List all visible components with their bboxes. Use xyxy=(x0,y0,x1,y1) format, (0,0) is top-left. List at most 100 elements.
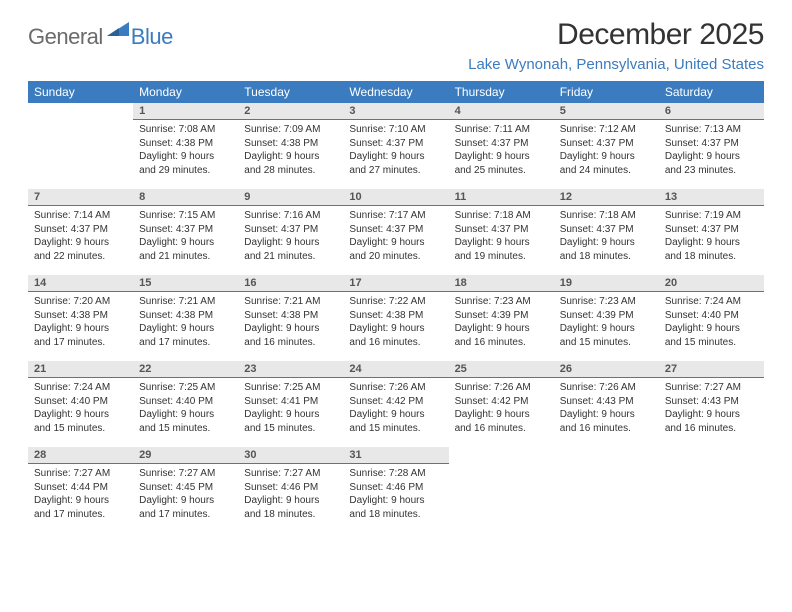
day-detail-line: Sunset: 4:37 PM xyxy=(349,223,442,237)
day-detail-line: Sunrise: 7:14 AM xyxy=(34,209,127,223)
day-detail-line: and 21 minutes. xyxy=(139,250,232,264)
day-number: 5 xyxy=(554,103,659,120)
calendar-cell: 10Sunrise: 7:17 AMSunset: 4:37 PMDayligh… xyxy=(343,189,448,275)
day-detail-line: Daylight: 9 hours xyxy=(560,408,653,422)
day-details: Sunrise: 7:17 AMSunset: 4:37 PMDaylight:… xyxy=(343,206,448,267)
calendar-cell: 24Sunrise: 7:26 AMSunset: 4:42 PMDayligh… xyxy=(343,361,448,447)
calendar-cell xyxy=(449,447,554,533)
day-detail-line: Sunrise: 7:16 AM xyxy=(244,209,337,223)
day-detail-line: Sunset: 4:37 PM xyxy=(455,137,548,151)
day-detail-line: Daylight: 9 hours xyxy=(244,236,337,250)
calendar-body: 1Sunrise: 7:08 AMSunset: 4:38 PMDaylight… xyxy=(28,103,764,533)
day-details: Sunrise: 7:15 AMSunset: 4:37 PMDaylight:… xyxy=(133,206,238,267)
day-number: 2 xyxy=(238,103,343,120)
calendar-cell xyxy=(554,447,659,533)
day-detail-line: Sunrise: 7:25 AM xyxy=(244,381,337,395)
calendar-cell: 25Sunrise: 7:26 AMSunset: 4:42 PMDayligh… xyxy=(449,361,554,447)
day-detail-line: Sunrise: 7:18 AM xyxy=(455,209,548,223)
calendar-week-row: 21Sunrise: 7:24 AMSunset: 4:40 PMDayligh… xyxy=(28,361,764,447)
logo-text-general: General xyxy=(28,24,103,50)
day-detail-line: Daylight: 9 hours xyxy=(455,150,548,164)
calendar-cell: 18Sunrise: 7:23 AMSunset: 4:39 PMDayligh… xyxy=(449,275,554,361)
day-detail-line: Daylight: 9 hours xyxy=(34,408,127,422)
day-detail-line: Daylight: 9 hours xyxy=(560,322,653,336)
day-details: Sunrise: 7:18 AMSunset: 4:37 PMDaylight:… xyxy=(554,206,659,267)
day-number: 29 xyxy=(133,447,238,464)
day-detail-line: Daylight: 9 hours xyxy=(455,322,548,336)
calendar-cell: 22Sunrise: 7:25 AMSunset: 4:40 PMDayligh… xyxy=(133,361,238,447)
day-details: Sunrise: 7:27 AMSunset: 4:45 PMDaylight:… xyxy=(133,464,238,525)
day-details: Sunrise: 7:16 AMSunset: 4:37 PMDaylight:… xyxy=(238,206,343,267)
day-detail-line: and 17 minutes. xyxy=(34,336,127,350)
day-detail-line: Sunset: 4:37 PM xyxy=(349,137,442,151)
day-details: Sunrise: 7:12 AMSunset: 4:37 PMDaylight:… xyxy=(554,120,659,181)
calendar-table: SundayMondayTuesdayWednesdayThursdayFrid… xyxy=(28,81,764,533)
day-detail-line: and 18 minutes. xyxy=(244,508,337,522)
day-detail-line: Sunset: 4:37 PM xyxy=(665,137,758,151)
day-detail-line: Sunset: 4:37 PM xyxy=(665,223,758,237)
day-detail-line: Sunrise: 7:10 AM xyxy=(349,123,442,137)
day-number: 30 xyxy=(238,447,343,464)
day-detail-line: and 16 minutes. xyxy=(665,422,758,436)
calendar-cell: 28Sunrise: 7:27 AMSunset: 4:44 PMDayligh… xyxy=(28,447,133,533)
day-detail-line: and 15 minutes. xyxy=(34,422,127,436)
day-header: Tuesday xyxy=(238,81,343,103)
day-detail-line: Sunrise: 7:19 AM xyxy=(665,209,758,223)
day-detail-line: Sunset: 4:46 PM xyxy=(244,481,337,495)
day-detail-line: Sunset: 4:43 PM xyxy=(560,395,653,409)
calendar-cell: 15Sunrise: 7:21 AMSunset: 4:38 PMDayligh… xyxy=(133,275,238,361)
day-details: Sunrise: 7:13 AMSunset: 4:37 PMDaylight:… xyxy=(659,120,764,181)
day-detail-line: Sunrise: 7:08 AM xyxy=(139,123,232,137)
day-detail-line: Sunrise: 7:11 AM xyxy=(455,123,548,137)
day-detail-line: and 15 minutes. xyxy=(349,422,442,436)
day-details: Sunrise: 7:27 AMSunset: 4:43 PMDaylight:… xyxy=(659,378,764,439)
day-detail-line: and 15 minutes. xyxy=(244,422,337,436)
calendar-cell xyxy=(28,103,133,189)
day-detail-line: Daylight: 9 hours xyxy=(139,494,232,508)
day-number: 28 xyxy=(28,447,133,464)
day-detail-line: and 17 minutes. xyxy=(139,508,232,522)
calendar-cell: 23Sunrise: 7:25 AMSunset: 4:41 PMDayligh… xyxy=(238,361,343,447)
day-details: Sunrise: 7:08 AMSunset: 4:38 PMDaylight:… xyxy=(133,120,238,181)
calendar-cell: 12Sunrise: 7:18 AMSunset: 4:37 PMDayligh… xyxy=(554,189,659,275)
calendar-week-row: 1Sunrise: 7:08 AMSunset: 4:38 PMDaylight… xyxy=(28,103,764,189)
day-number: 15 xyxy=(133,275,238,292)
day-detail-line: and 16 minutes. xyxy=(455,422,548,436)
calendar-cell: 13Sunrise: 7:19 AMSunset: 4:37 PMDayligh… xyxy=(659,189,764,275)
day-number: 27 xyxy=(659,361,764,378)
day-detail-line: Sunset: 4:39 PM xyxy=(560,309,653,323)
calendar-cell: 31Sunrise: 7:28 AMSunset: 4:46 PMDayligh… xyxy=(343,447,448,533)
day-detail-line: and 16 minutes. xyxy=(560,422,653,436)
day-detail-line: Sunrise: 7:12 AM xyxy=(560,123,653,137)
day-detail-line: and 15 minutes. xyxy=(560,336,653,350)
day-detail-line: Daylight: 9 hours xyxy=(34,322,127,336)
day-detail-line: Sunrise: 7:22 AM xyxy=(349,295,442,309)
day-detail-line: and 21 minutes. xyxy=(244,250,337,264)
day-detail-line: and 17 minutes. xyxy=(139,336,232,350)
day-details: Sunrise: 7:21 AMSunset: 4:38 PMDaylight:… xyxy=(238,292,343,353)
day-header: Monday xyxy=(133,81,238,103)
day-detail-line: Sunset: 4:37 PM xyxy=(455,223,548,237)
day-number: 8 xyxy=(133,189,238,206)
calendar-cell: 11Sunrise: 7:18 AMSunset: 4:37 PMDayligh… xyxy=(449,189,554,275)
calendar-cell: 30Sunrise: 7:27 AMSunset: 4:46 PMDayligh… xyxy=(238,447,343,533)
page-title: December 2025 xyxy=(468,18,764,52)
day-detail-line: Sunset: 4:37 PM xyxy=(560,223,653,237)
calendar-cell: 21Sunrise: 7:24 AMSunset: 4:40 PMDayligh… xyxy=(28,361,133,447)
day-detail-line: Sunrise: 7:23 AM xyxy=(455,295,548,309)
calendar-cell: 2Sunrise: 7:09 AMSunset: 4:38 PMDaylight… xyxy=(238,103,343,189)
day-detail-line: Daylight: 9 hours xyxy=(139,322,232,336)
day-detail-line: Sunset: 4:38 PM xyxy=(139,309,232,323)
day-header: Friday xyxy=(554,81,659,103)
day-details: Sunrise: 7:09 AMSunset: 4:38 PMDaylight:… xyxy=(238,120,343,181)
day-number: 16 xyxy=(238,275,343,292)
day-detail-line: and 29 minutes. xyxy=(139,164,232,178)
day-detail-line: Daylight: 9 hours xyxy=(560,150,653,164)
calendar-cell xyxy=(659,447,764,533)
day-details: Sunrise: 7:26 AMSunset: 4:42 PMDaylight:… xyxy=(449,378,554,439)
day-number: 1 xyxy=(133,103,238,120)
day-details: Sunrise: 7:20 AMSunset: 4:38 PMDaylight:… xyxy=(28,292,133,353)
day-details: Sunrise: 7:26 AMSunset: 4:42 PMDaylight:… xyxy=(343,378,448,439)
day-detail-line: Daylight: 9 hours xyxy=(665,408,758,422)
calendar-cell: 16Sunrise: 7:21 AMSunset: 4:38 PMDayligh… xyxy=(238,275,343,361)
